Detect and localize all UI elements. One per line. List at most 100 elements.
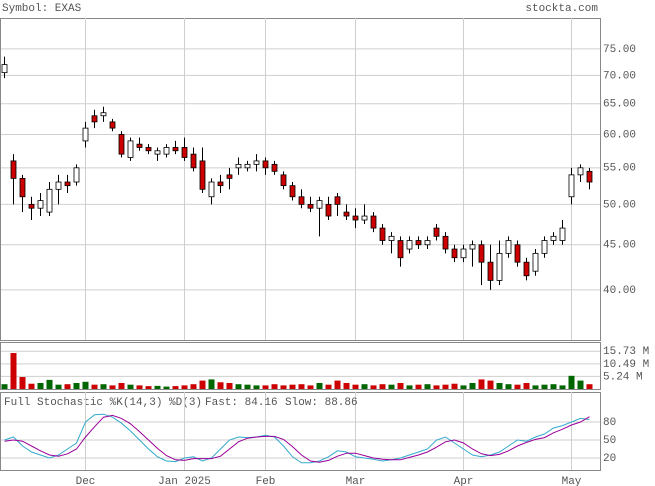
volume-bar [541,384,548,389]
candle-body [154,150,161,155]
volume-bar [109,385,116,389]
volume-bar [343,383,350,389]
volume-bar [424,384,431,389]
volume-bar [271,384,278,389]
volume-bar [568,375,575,389]
volume-bar [298,384,305,389]
volume-bar [478,379,485,389]
volume-bar [514,384,521,389]
candle-body [172,147,179,152]
volume-bar [289,384,296,389]
volume-bar [334,380,341,389]
volume-bar [136,385,143,389]
volume-bar [460,385,467,389]
price-frame [0,18,601,341]
candle-body [64,181,71,187]
volume-bar [55,384,62,389]
candle-body [136,143,143,148]
candle-body [469,244,476,250]
y-tick-label: 20 [603,453,616,465]
candle-body [424,240,431,246]
candle-body [433,227,440,237]
candle-body [244,163,251,169]
candle-body [163,147,170,155]
volume-bar [406,385,413,389]
candle-body [397,240,404,259]
volume-bar [172,386,179,389]
volume-bar [388,384,395,389]
volume-bar [208,379,215,389]
candle-body [379,227,386,241]
x-tick-label: Apr [454,476,474,486]
volume-bar [352,384,359,389]
y-tick-label: 70.00 [603,70,636,82]
y-tick-label: 10.49 M [603,359,649,371]
stoch-line [4,413,590,464]
candle-body [370,215,377,229]
candle-body [307,203,314,209]
volume-bar [46,379,53,389]
candle-body [541,240,548,254]
candle-body [100,112,107,117]
candle-body [19,178,26,198]
y-tick-label: 60.00 [603,129,636,141]
volume-bar [217,382,224,389]
candle-body [334,196,341,205]
volume-bar [487,380,494,389]
y-tick-label: 75.00 [603,44,636,56]
volume-bar [10,353,17,389]
candle-body [352,215,359,221]
candle-body [82,127,89,142]
volume-bar [100,384,107,389]
volume-bar [469,383,476,389]
candle-body [577,167,584,176]
volume-bar [1,384,8,389]
candle-body [361,215,368,221]
candle-body [217,181,224,187]
x-tick-label: Mar [346,476,366,486]
legend-entry: Fast: 84.16 [205,397,278,409]
volume-bar [82,381,89,389]
y-tick-label: 40.00 [603,285,636,297]
volume-bar [316,383,323,389]
candle-body [289,185,296,198]
candle-body [199,160,206,190]
candle-body [586,170,593,183]
volume-bar [235,384,242,389]
candle-body [235,163,242,169]
volume-bar [19,377,26,389]
volume-bar [37,383,44,389]
volume-bar [379,384,386,389]
volume-bar [253,385,260,389]
candle-body [127,140,134,158]
volume-bar [244,384,251,389]
candle-body [532,252,539,272]
stoch-title: Full Stochastic %K(14,3) %D(3) [4,397,202,409]
y-tick-label: 50 [603,435,616,447]
y-tick-label: 15.73 M [603,346,649,358]
volume-bar [415,384,422,389]
volume-bar [199,380,206,389]
volume-bar [118,383,125,389]
x-tick-label: Jan 2025 [158,476,211,486]
candle-body [208,181,215,198]
volume-bar [370,385,377,389]
candle-body [415,240,422,246]
candle-body [37,200,44,209]
candle-body [118,134,125,155]
legend-entry: Slow: 88.86 [285,397,358,409]
candle-body [226,174,233,179]
volume-bar [433,385,440,389]
candle-body [550,235,557,241]
candle-body [10,160,17,179]
candle-body [496,252,503,281]
volume-bar [361,384,368,389]
y-tick-label: 50.00 [603,199,636,211]
x-tick-label: Feb [256,476,276,486]
candle-body [325,203,332,217]
candle-body [109,121,116,129]
volume-bar [226,383,233,389]
candle-body [442,235,449,250]
y-tick-label: 55.00 [603,163,636,175]
